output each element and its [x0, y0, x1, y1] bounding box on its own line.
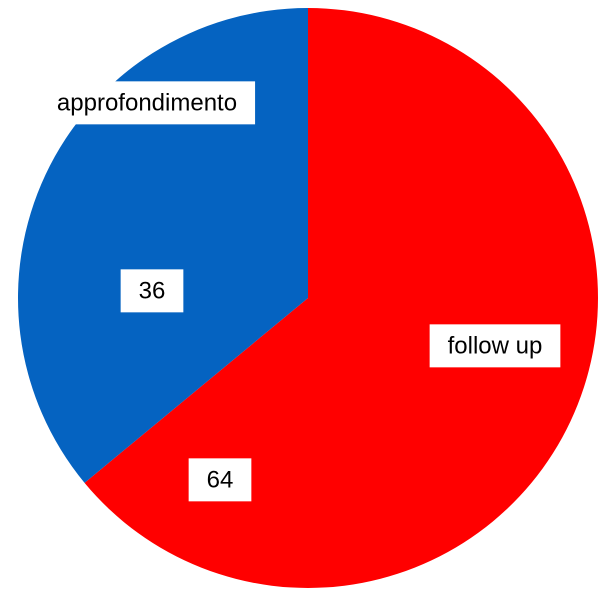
category-label-box — [38, 81, 256, 125]
category-label-box — [429, 324, 561, 368]
value-label: 36 — [139, 277, 166, 304]
pie-slice — [17, 8, 308, 483]
value-label-box — [188, 458, 252, 502]
pie-slice — [84, 8, 598, 588]
value-label-box — [120, 269, 184, 313]
category-label: approfondimento — [57, 89, 237, 116]
category-label: follow up — [448, 332, 543, 359]
value-label: 64 — [207, 466, 234, 493]
